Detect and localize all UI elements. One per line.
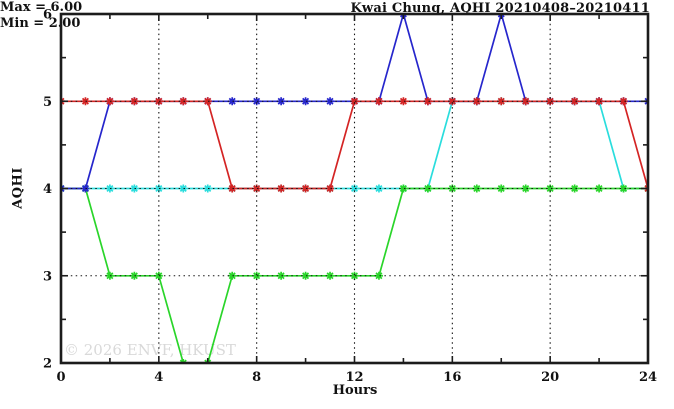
x-tick-label: 20 [541,370,559,385]
chart-title: Kwai Chung, AQHI 20210408–20210411 [350,1,650,16]
x-tick-label: 24 [639,370,657,385]
series-markers-green-day [61,184,648,363]
y-tick-label: 2 [43,357,52,372]
max-min-annotation: Max = 6.00 Min = 2.00 [0,0,674,32]
watermark: © 2026 ENVF, HKUST [64,341,236,359]
series-markers-red-day [61,97,648,193]
y-tick-label: 4 [43,182,52,197]
min-value-label: Min = 2.00 [0,16,81,31]
max-value-label: Max = 6.00 [0,0,83,15]
plot-border [59,12,650,365]
x-tick-label: 16 [443,370,461,385]
x-axis-title: Hours [332,383,378,398]
data-series [61,14,648,363]
x-tick-label: 8 [252,370,261,385]
series-line-red-day [61,100,648,190]
series-markers-cyan-day [61,97,648,193]
y-tick-label: 6 [43,8,52,23]
x-tick-label: 0 [56,370,65,385]
y-tick-label: 5 [43,95,52,110]
y-tick-label: 3 [43,269,52,284]
series-line-cyan-day [61,100,648,190]
x-tick-label: 4 [154,370,163,385]
x-tick-label: 12 [345,370,363,385]
axis-tick-labels: 0 4 8 12 16 20 24 2 3 4 5 6 [43,8,657,386]
